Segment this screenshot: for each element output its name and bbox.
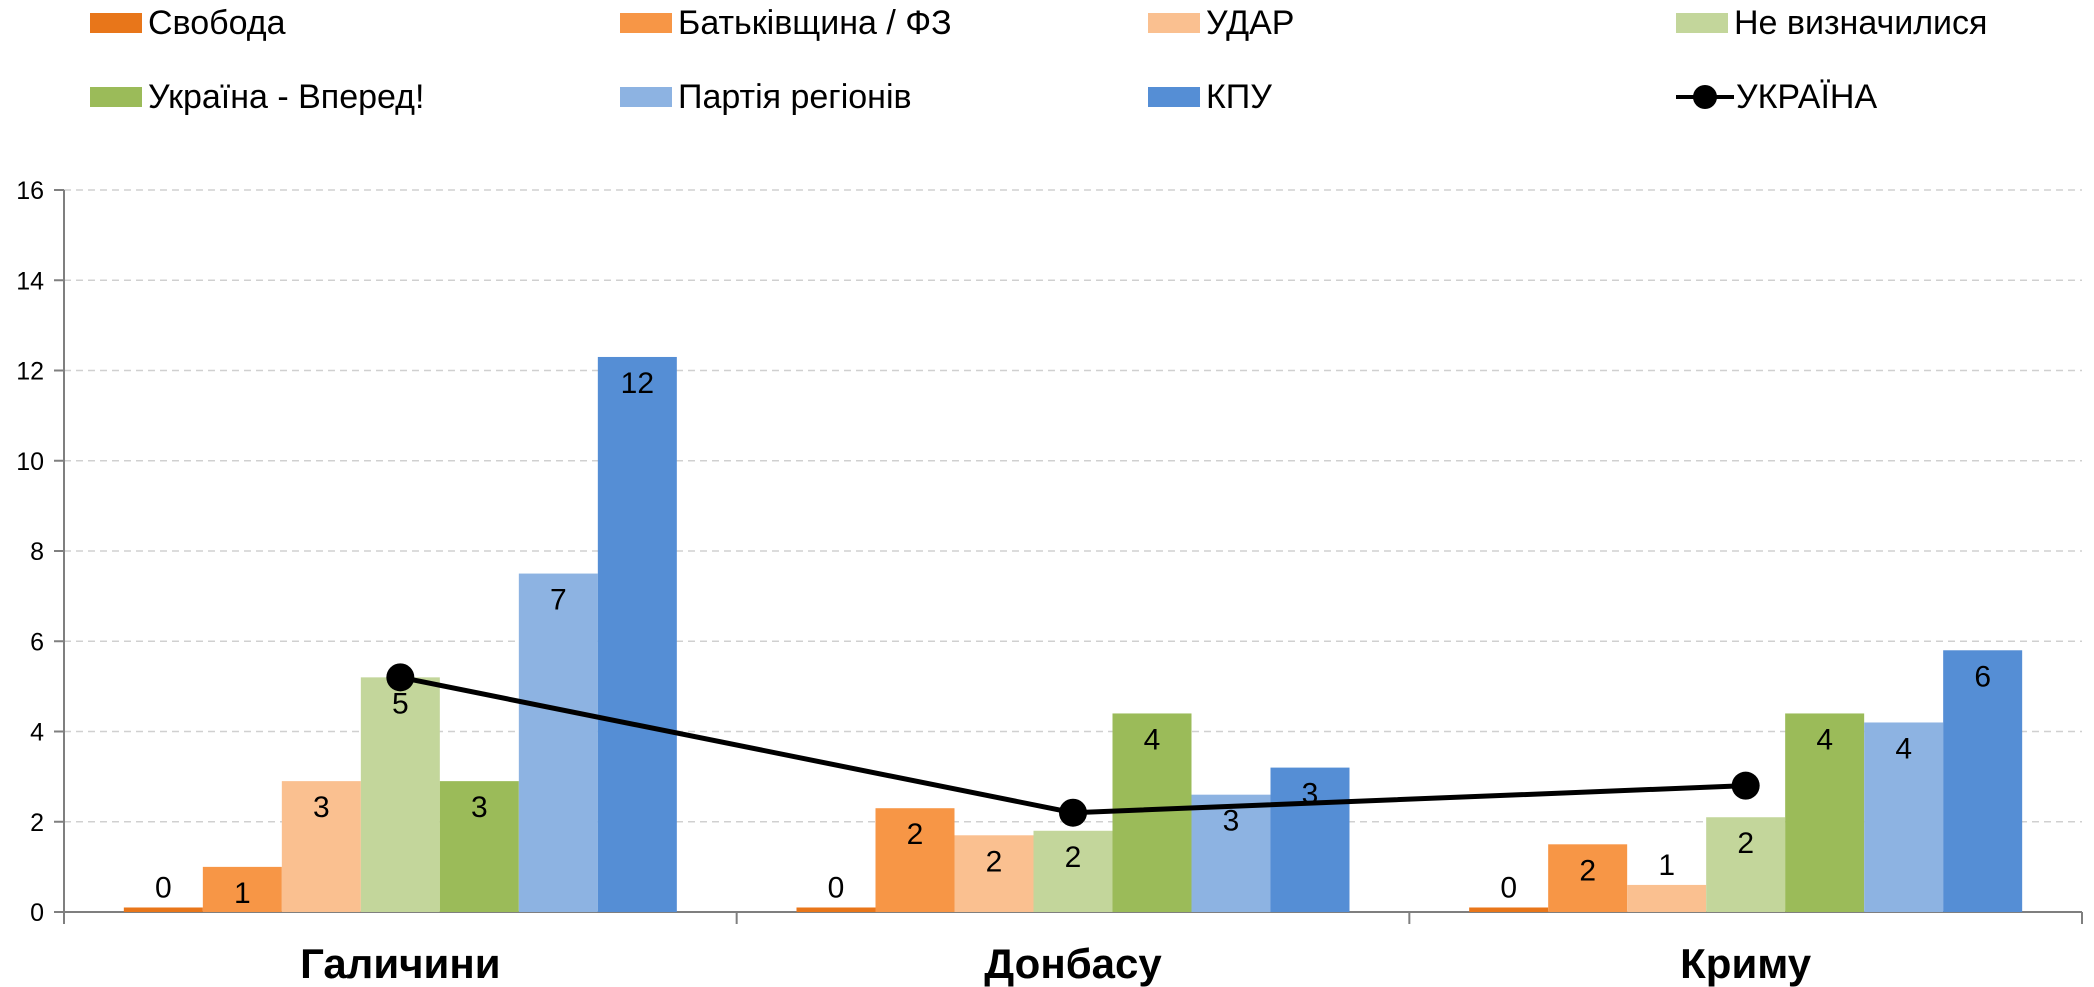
legend-swatch-undecided — [1676, 13, 1728, 33]
bar — [1706, 817, 1786, 912]
bar — [796, 907, 876, 912]
bar — [1548, 844, 1628, 912]
legend-item-undecided: Не визначилися — [1676, 3, 1987, 43]
data-label: 4 — [1895, 732, 1912, 765]
legend-swatch-batkivshchyna — [620, 13, 672, 33]
bar — [1627, 884, 1707, 912]
legend-item-kpu: КПУ — [1148, 77, 1272, 117]
data-label: 2 — [1065, 841, 1082, 874]
y-tick-label: 2 — [30, 809, 44, 837]
y-tick-label: 14 — [16, 267, 44, 295]
bar — [1864, 722, 1944, 912]
data-label: 1 — [234, 877, 251, 910]
bar — [1943, 650, 2023, 912]
legend-label-udar: УДАР — [1206, 3, 1295, 42]
legend-swatch-svoboda — [90, 13, 142, 33]
data-label: 3 — [471, 791, 488, 824]
y-tick-label: 0 — [30, 899, 44, 927]
data-label: 2 — [1579, 854, 1596, 887]
legend-label-undecided: Не визначилися — [1734, 3, 1988, 42]
data-label: 3 — [313, 791, 330, 824]
legend-swatch-kpu — [1148, 87, 1200, 107]
data-label: 1 — [1658, 849, 1675, 882]
legend-swatch-party-of-regions — [620, 87, 672, 107]
data-label: 3 — [1223, 805, 1240, 838]
chart-legend: Свобода Батьківщина / ФЗ УДАР Не визначи… — [0, 0, 2094, 130]
y-tick-label: 6 — [30, 628, 44, 656]
line-point — [1731, 771, 1760, 800]
category-label: Галичини — [300, 940, 501, 987]
data-label: 0 — [828, 871, 845, 904]
legend-label-ukraine-forward: Україна - Вперед! — [148, 77, 425, 116]
bar — [1785, 713, 1865, 912]
legend-line-marker — [1676, 85, 1734, 109]
legend-label-party-of-regions: Партія регіонів — [678, 77, 912, 116]
legend-item-party-of-regions: Партія регіонів — [620, 77, 912, 117]
category-label: Донбасу — [984, 940, 1162, 987]
legend-item-batkivshchyna: Батьківщина / ФЗ — [620, 3, 952, 43]
data-label: 2 — [986, 845, 1003, 878]
legend-label-ukraine-line: УКРАЇНА — [1736, 77, 1878, 116]
legend-item-ukraine-line: УКРАЇНА — [1676, 77, 1877, 117]
line-point — [386, 663, 415, 692]
legend-item-svoboda: Свобода — [90, 3, 286, 43]
bar — [597, 356, 677, 912]
line-point — [1059, 798, 1087, 827]
legend-label-svoboda: Свобода — [148, 3, 286, 42]
legend-swatch-ukraine-forward — [90, 87, 142, 107]
data-label: 2 — [1737, 827, 1754, 860]
bar — [875, 808, 955, 912]
y-tick-label: 16 — [16, 177, 44, 205]
bar — [1270, 767, 1350, 912]
y-tick-label: 10 — [16, 448, 44, 476]
legend-label-kpu: КПУ — [1206, 77, 1272, 116]
bar — [1469, 907, 1549, 912]
data-label: 2 — [907, 818, 924, 851]
data-label: 4 — [1144, 723, 1161, 756]
bar — [954, 835, 1034, 912]
bar — [518, 573, 598, 912]
legend-label-batkivshchyna: Батьківщина / ФЗ — [678, 3, 952, 42]
bar — [439, 781, 519, 912]
bar — [202, 866, 282, 912]
category-label: Криму — [1680, 940, 1812, 987]
legend-item-ukraine-forward: Україна - Вперед! — [90, 77, 424, 117]
data-label: 7 — [550, 584, 567, 617]
bar — [1191, 794, 1271, 912]
bar — [281, 781, 361, 912]
y-tick-label: 4 — [30, 719, 44, 747]
bar — [123, 907, 203, 912]
data-label: 0 — [155, 871, 172, 904]
legend-swatch-udar — [1148, 13, 1200, 33]
y-tick-label: 8 — [30, 538, 44, 566]
data-label: 12 — [621, 367, 654, 400]
bar — [1033, 830, 1113, 912]
bar — [360, 677, 440, 912]
legend-item-udar: УДАР — [1148, 3, 1294, 43]
data-label: 6 — [1974, 660, 1991, 693]
y-tick-label: 12 — [16, 358, 44, 386]
data-label: 4 — [1816, 723, 1833, 756]
data-label: 0 — [1500, 871, 1517, 904]
data-label: 5 — [392, 687, 409, 720]
